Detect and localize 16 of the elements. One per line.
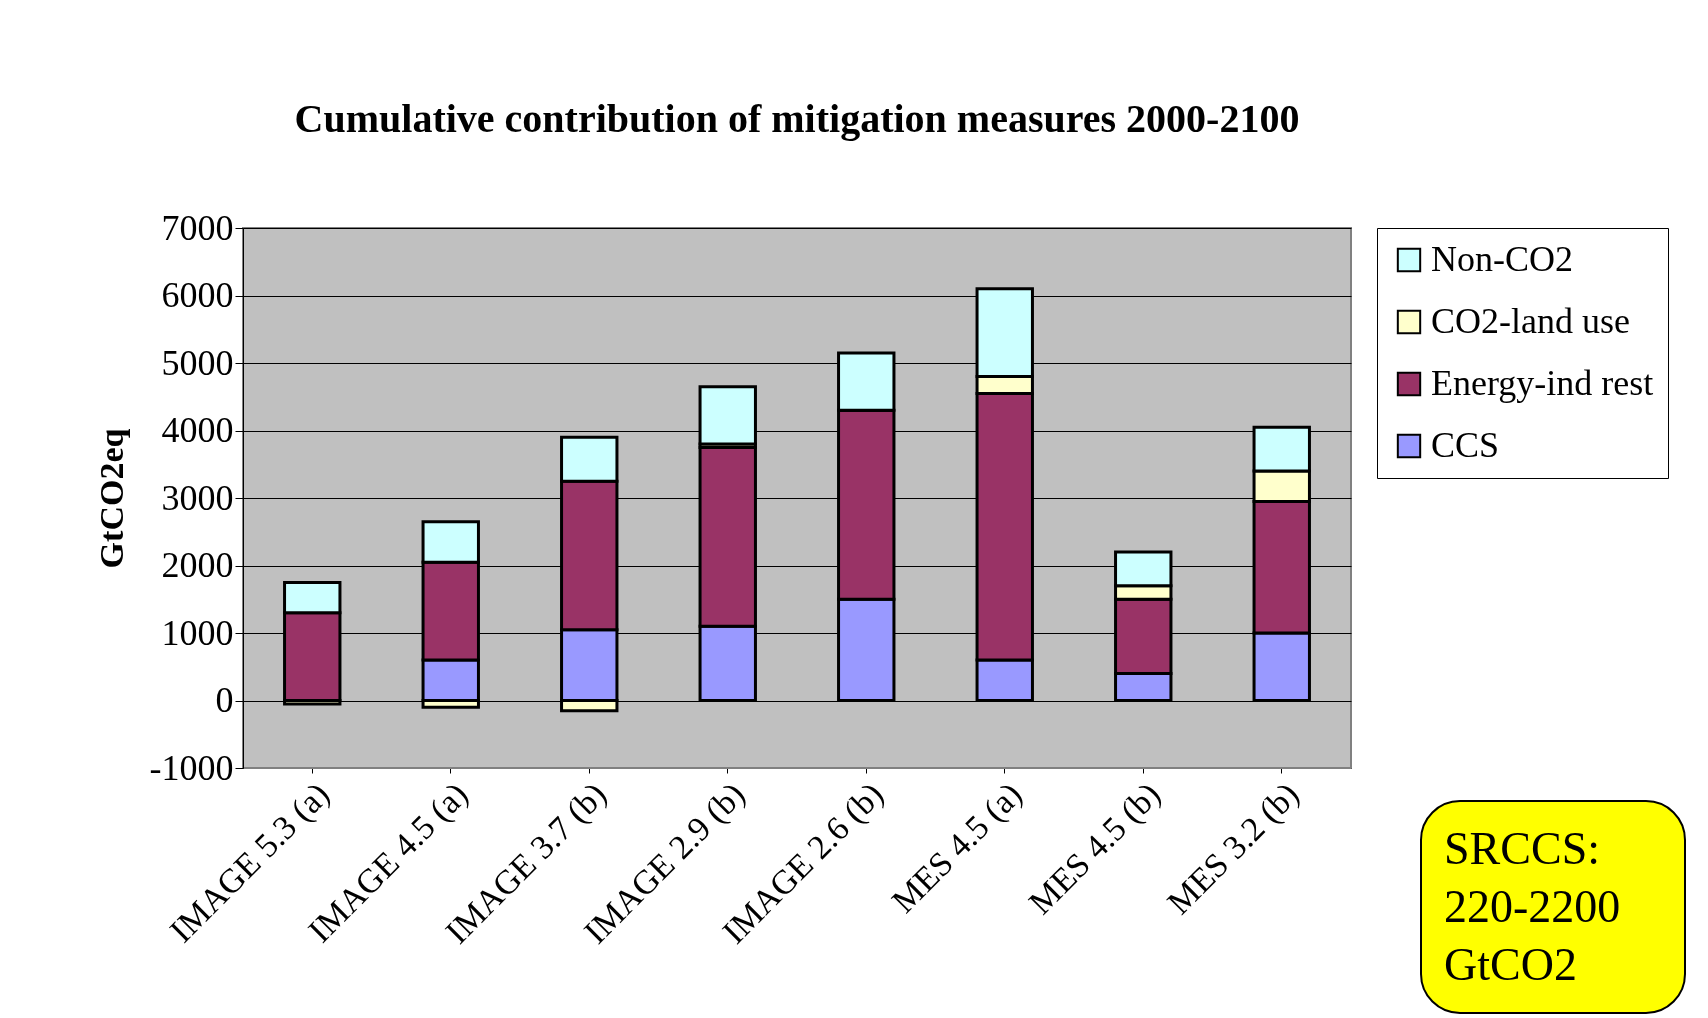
legend-label: CCS [1431, 425, 1500, 465]
legend-label: Energy-ind rest [1431, 363, 1654, 403]
y-tick-label: 2000 [161, 545, 234, 585]
y-tick-label: 0 [215, 680, 234, 720]
y-tick-label: 4000 [161, 410, 234, 450]
y-tick-label: 6000 [161, 275, 234, 315]
y-tick-label: 1000 [161, 612, 234, 653]
legend-label: CO2-land use [1431, 301, 1630, 341]
legend-label: Non-CO2 [1431, 239, 1573, 279]
callout-box: SRCCS: 220-2200 GtCO2 [1420, 800, 1686, 1014]
chart-title: Cumulative contribution of mitigation measures 2000-2100 [294, 96, 1300, 141]
y-axis-title: GtCO2eq [92, 428, 130, 569]
y-tick-label: -1000 [149, 747, 234, 788]
y-tick-label: 7000 [161, 207, 234, 248]
y-tick-label: 3000 [161, 477, 234, 518]
y-tick-label: 5000 [161, 342, 234, 383]
